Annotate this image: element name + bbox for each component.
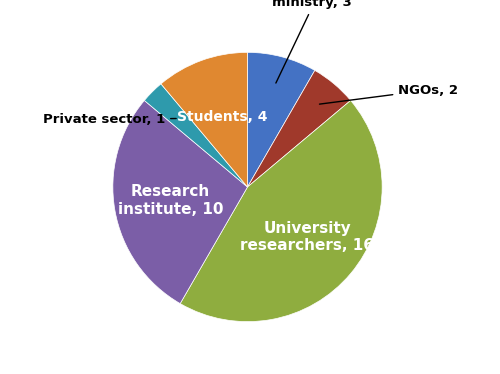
Wedge shape xyxy=(248,70,350,187)
Wedge shape xyxy=(113,101,248,304)
Text: Research
institute, 10: Research institute, 10 xyxy=(118,184,224,217)
Text: Students, 4: Students, 4 xyxy=(177,110,268,125)
Text: University
researchers, 16: University researchers, 16 xyxy=(240,221,374,254)
Text: NGOs, 2: NGOs, 2 xyxy=(320,83,458,104)
Wedge shape xyxy=(161,52,248,187)
Wedge shape xyxy=(144,84,248,187)
Text: Government
ministry, 3: Government ministry, 3 xyxy=(272,0,364,83)
Wedge shape xyxy=(180,101,382,322)
Wedge shape xyxy=(248,52,315,187)
Text: Private sector, 1: Private sector, 1 xyxy=(43,113,176,126)
